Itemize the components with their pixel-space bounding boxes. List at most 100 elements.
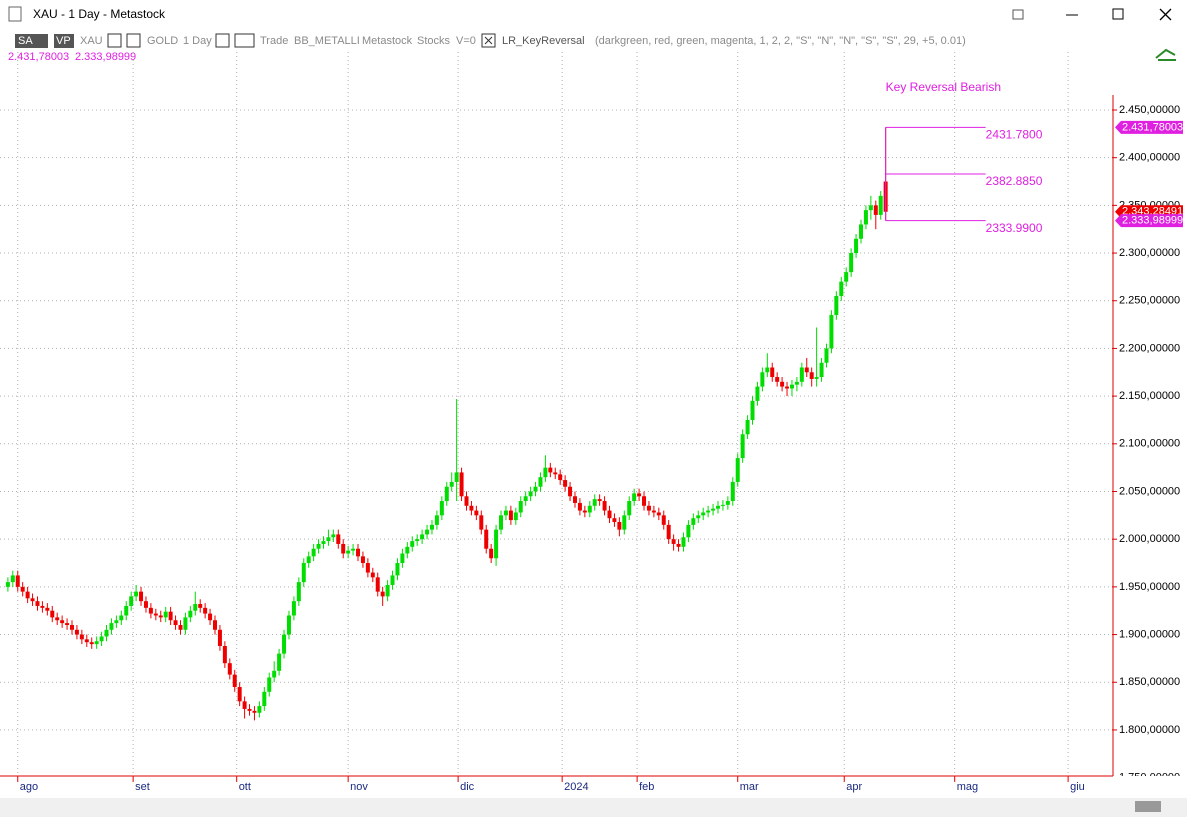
y-tick-label: 2.450,00000: [1119, 104, 1180, 116]
price-tag: [1115, 214, 1183, 228]
candle-body: [637, 493, 642, 497]
toolbar-item[interactable]: XAU: [80, 35, 103, 47]
candle-body: [153, 613, 158, 616]
candle-body: [681, 537, 686, 547]
candle-body: [341, 543, 346, 554]
toolbar-item[interactable]: 1 Day: [183, 35, 212, 47]
restore-icon[interactable]: [1012, 9, 1024, 20]
candle-body: [168, 611, 173, 621]
toolbar-item[interactable]: SA: [18, 35, 33, 47]
candle-body: [582, 510, 587, 513]
candle-body: [429, 524, 434, 530]
candle-body: [839, 281, 844, 296]
candle-body: [711, 508, 716, 511]
candle-body: [612, 518, 617, 523]
r-button[interactable]: [234, 33, 255, 48]
candle-body: [701, 512, 706, 516]
toolbar-item[interactable]: LR_KeyReversal: [502, 35, 585, 47]
y-tick-label: 2.250,00000: [1119, 295, 1180, 307]
y-tick-label: 1.900,00000: [1119, 628, 1180, 640]
y-tick-label: 1.800,00000: [1119, 724, 1180, 736]
candle-body: [173, 620, 178, 626]
toolbar-item[interactable]: V=0: [456, 35, 476, 47]
indicator-params: (darkgreen, red, green, magenta, 1, 2, 2…: [595, 35, 966, 47]
candle-body: [834, 295, 839, 316]
candle-body: [79, 634, 84, 640]
candle-body: [676, 543, 681, 547]
candle-body: [691, 518, 696, 525]
candle-body: [380, 591, 385, 597]
toolbar-item[interactable]: Stocks: [417, 35, 451, 47]
scroll-thumb[interactable]: [1135, 801, 1161, 812]
sa-button[interactable]: [15, 34, 48, 48]
toolbar-item[interactable]: Trade: [260, 35, 288, 47]
level-label: 2382.8850: [986, 174, 1043, 188]
toolbar-item[interactable]: GOLD: [147, 35, 178, 47]
candle-body: [291, 601, 296, 616]
trend-icon[interactable]: [1155, 48, 1176, 61]
dropdown[interactable]: [215, 33, 230, 48]
candle-body: [252, 710, 257, 713]
candle-body: [592, 499, 597, 506]
candle-body: [183, 617, 188, 630]
candle-body: [60, 620, 65, 624]
candle-body: [814, 377, 819, 379]
candle-body: [282, 634, 287, 654]
candle-body: [296, 582, 301, 602]
candle-body: [25, 591, 30, 599]
candle-body: [74, 629, 79, 635]
candle-body: [99, 636, 104, 642]
candle-body: [597, 499, 602, 502]
candle-body: [464, 496, 469, 506]
candle-body: [20, 586, 25, 592]
y-tick-label: 2.150,00000: [1119, 390, 1180, 402]
candle-body: [508, 510, 513, 521]
candle-body: [878, 195, 883, 215]
candle-body: [94, 641, 99, 645]
candle-body: [750, 400, 755, 420]
candle-body: [568, 486, 573, 497]
candle-body: [321, 541, 326, 544]
x-tick-label: mar: [740, 781, 759, 793]
scrollbar[interactable]: [0, 798, 1187, 817]
candle-body: [286, 615, 291, 635]
candle-body: [178, 625, 183, 630]
candle-body: [484, 529, 489, 549]
candle-body: [479, 515, 484, 530]
candle-body: [558, 474, 563, 481]
vp-button[interactable]: [54, 34, 74, 48]
candle-body: [854, 238, 859, 254]
candle-body: [129, 596, 134, 606]
toolbar-item[interactable]: VP: [56, 35, 71, 47]
candle-body: [646, 505, 651, 511]
candle-body: [134, 591, 139, 597]
candle-body: [523, 496, 528, 502]
header-value: 2.333,98999: [75, 51, 136, 63]
candle-body: [114, 620, 119, 624]
maximize-button[interactable]: [1112, 8, 1124, 20]
candle-body: [824, 348, 829, 363]
candle-body: [755, 386, 760, 401]
x-tick-label: ago: [20, 781, 38, 793]
candle-body: [553, 472, 558, 475]
x-tick-label: 2024: [564, 781, 588, 793]
candle-body: [548, 467, 553, 473]
candle-body: [735, 458, 740, 482]
candle-body: [30, 598, 35, 602]
y-tick-label: 1.850,00000: [1119, 676, 1180, 688]
candle-body: [35, 601, 40, 606]
toolbar-item[interactable]: BB_METALLI: [294, 35, 360, 47]
candle-body: [198, 604, 203, 608]
candle-body: [489, 548, 494, 559]
indicator-button[interactable]: [126, 33, 141, 48]
candle-body: [163, 611, 168, 618]
annotation: Key Reversal Bearish: [886, 80, 1001, 94]
plot-area: 1.750,000001.800,000001.850,000001.900,0…: [0, 52, 1187, 798]
dropdown[interactable]: [107, 33, 122, 48]
close-button[interactable]: [1159, 8, 1172, 21]
toolbar-item[interactable]: Metastock: [362, 35, 413, 47]
candle-body: [326, 537, 331, 542]
candle-body: [148, 607, 153, 614]
candle-body: [227, 663, 232, 675]
